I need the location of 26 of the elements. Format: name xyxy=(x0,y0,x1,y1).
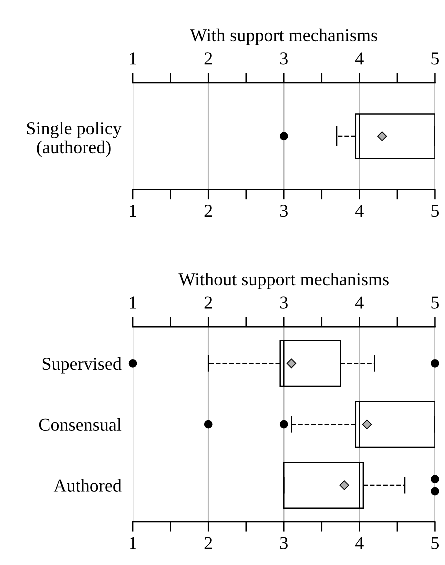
x2-tick-label: 4 xyxy=(356,52,364,65)
x-tick-label: 3 xyxy=(280,204,288,218)
x2-tick-label: 2 xyxy=(204,296,212,309)
y-tick-label: Consensual xyxy=(39,418,122,432)
x-tick-label: 2 xyxy=(204,204,212,217)
chart-title: Without support mechanisms xyxy=(178,272,389,290)
x2-tick-label: 4 xyxy=(356,296,364,309)
x-tick-label: 4 xyxy=(356,205,364,217)
x-tick-label: 5 xyxy=(432,537,440,550)
x2-tick-label: 1 xyxy=(130,296,136,309)
x-tick-label: 3 xyxy=(280,537,288,550)
x2-tick-label: 5 xyxy=(432,296,440,309)
y-tick-label: Single policy (authored) xyxy=(27,122,122,158)
chart-title: With support mechanisms xyxy=(190,28,378,46)
x-tick-label: 1 xyxy=(130,537,136,550)
y-tick-label: Authored xyxy=(54,479,122,492)
x2-tick-label: 5 xyxy=(432,52,440,65)
x2-tick-label: 3 xyxy=(280,296,288,309)
x-tick-label: 1 xyxy=(130,205,136,217)
x2-tick-label: 3 xyxy=(280,52,288,65)
x-tick-label: 4 xyxy=(356,537,364,550)
x-tick-label: 5 xyxy=(432,205,440,218)
y-tick-label: Supervised xyxy=(42,357,122,374)
x2-tick-label: 2 xyxy=(204,52,212,65)
x2-tick-label: 1 xyxy=(130,52,136,65)
x-tick-label: 2 xyxy=(204,537,212,550)
